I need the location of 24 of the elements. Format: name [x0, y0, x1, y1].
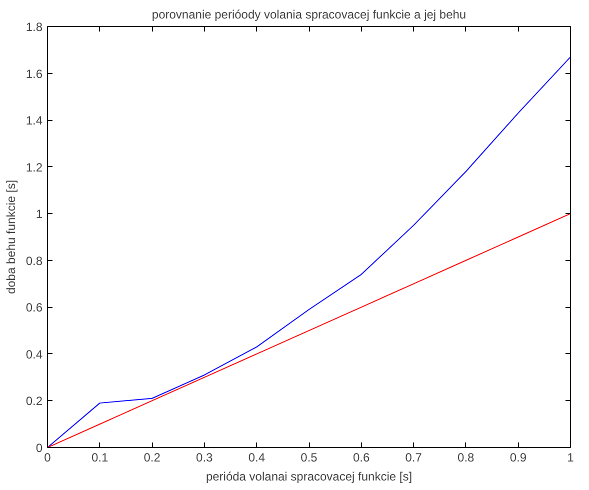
y-tick-label: 1.8: [26, 20, 43, 34]
x-tick-label: 0.8: [458, 450, 475, 464]
x-axis-title: perióda volanai spracovacej funkcie [s]: [206, 470, 412, 484]
y-tick-label: 1.6: [26, 66, 43, 81]
x-tick-label: 0.9: [510, 450, 527, 464]
y-tick-label: 1: [36, 207, 43, 222]
y-tick-label: 0.8: [26, 254, 43, 268]
x-tick-label: 0.2: [144, 450, 161, 464]
x-tick-label: 0.5: [300, 450, 318, 464]
x-tick-label: 1: [567, 450, 574, 464]
x-tick-label: 0.4: [248, 450, 266, 464]
y-tick-label: 0.4: [26, 347, 43, 362]
x-tick-label: 0.6: [352, 450, 370, 464]
y-tick-label: 1.4: [26, 114, 43, 128]
chart-title: porovnanie perióody volania spracovacej funkcie a jej behu: [152, 8, 466, 22]
x-tick-label: 0.1: [91, 450, 108, 464]
y-tick-label: 0: [36, 441, 43, 455]
y-tick-label: 1.2: [26, 160, 43, 174]
y-tick-label: 0.6: [26, 300, 43, 315]
y-axis-title: doba behu funkcie [s]: [4, 180, 18, 294]
x-tick-label: 0: [44, 450, 52, 464]
y-tick-label: 0.2: [26, 394, 43, 408]
x-tick-label: 0.3: [196, 450, 214, 464]
x-tick-label: 0.7: [405, 450, 422, 464]
